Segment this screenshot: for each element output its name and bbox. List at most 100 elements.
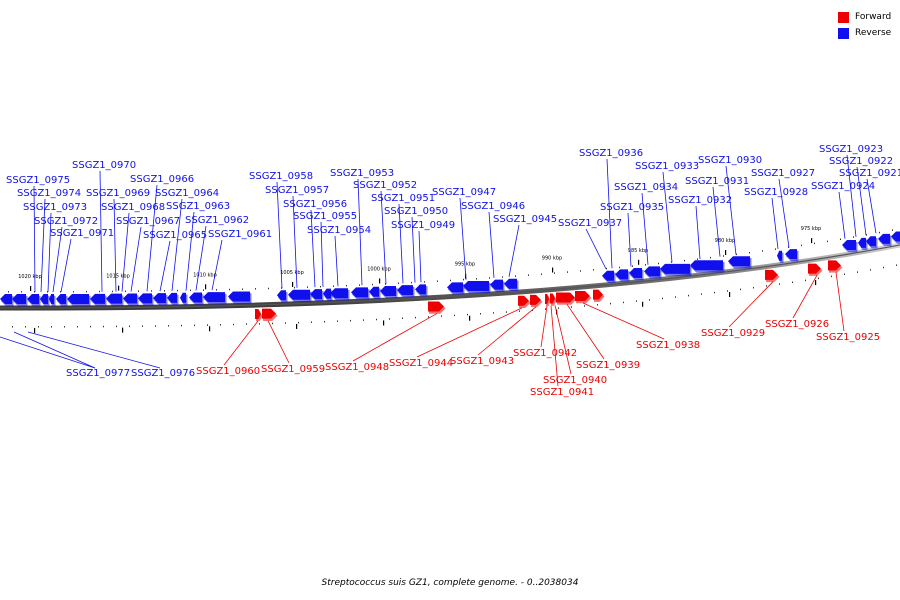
tick-label: 990 kbp bbox=[542, 256, 562, 262]
label-connector bbox=[267, 320, 290, 364]
minor-tick bbox=[363, 319, 364, 321]
reverse-gene bbox=[644, 266, 660, 277]
legend-forward: Forward bbox=[838, 9, 891, 25]
minor-tick bbox=[12, 326, 13, 328]
gene-label: SSGZ1_0969 bbox=[86, 188, 150, 199]
label-connector bbox=[13, 331, 96, 369]
minor-tick bbox=[47, 291, 48, 293]
minor-tick bbox=[151, 290, 152, 292]
label-connector bbox=[276, 181, 283, 289]
gene-label: SSGZ1_0965 bbox=[143, 230, 207, 241]
reverse-gene bbox=[123, 293, 137, 304]
minor-tick bbox=[805, 279, 806, 282]
minor-tick bbox=[259, 323, 260, 325]
reverse-gene bbox=[866, 236, 876, 247]
major-tick bbox=[292, 281, 294, 287]
major-tick bbox=[638, 259, 640, 265]
reverse-gene bbox=[277, 290, 286, 301]
minor-tick bbox=[320, 285, 321, 288]
minor-tick bbox=[814, 242, 815, 245]
minor-tick bbox=[8, 291, 9, 293]
minor-tick bbox=[753, 286, 754, 289]
label-connector bbox=[27, 331, 161, 369]
major-tick bbox=[552, 267, 554, 273]
minor-tick bbox=[571, 306, 572, 308]
forward-gene bbox=[765, 269, 778, 280]
label-connector bbox=[352, 313, 438, 362]
forward-gene bbox=[808, 263, 821, 274]
label-connector bbox=[662, 171, 673, 263]
gene-label: SSGZ1_0932 bbox=[668, 195, 732, 206]
gene-label: SSGZ1_0941 bbox=[530, 387, 594, 398]
gene-label: SSGZ1_0929 bbox=[701, 328, 765, 339]
minor-tick bbox=[294, 286, 295, 289]
reverse-gene bbox=[203, 292, 225, 303]
minor-tick bbox=[636, 300, 637, 302]
gene-label: SSGZ1_0962 bbox=[185, 215, 249, 226]
minor-tick bbox=[831, 275, 832, 278]
major-tick-lower bbox=[383, 320, 385, 326]
label-connector bbox=[606, 158, 613, 269]
reverse-gene bbox=[56, 294, 66, 305]
forward-gene bbox=[255, 308, 261, 319]
label-connector bbox=[40, 198, 46, 293]
reverse-gene bbox=[615, 269, 628, 280]
minor-tick bbox=[385, 283, 386, 285]
label-connector bbox=[477, 306, 537, 356]
reverse-gene bbox=[351, 287, 368, 298]
label-connector bbox=[488, 211, 495, 278]
minor-tick bbox=[740, 288, 741, 291]
minor-tick bbox=[710, 256, 711, 259]
label-connector bbox=[223, 320, 259, 366]
minor-tick bbox=[402, 317, 403, 320]
label-connector bbox=[416, 307, 523, 358]
minor-tick bbox=[428, 316, 429, 318]
minor-tick bbox=[467, 313, 468, 316]
gene-label: SSGZ1_0947 bbox=[432, 187, 496, 198]
minor-tick bbox=[593, 269, 594, 271]
label-connector bbox=[130, 226, 142, 292]
minor-tick bbox=[138, 290, 139, 292]
label-connector bbox=[320, 221, 324, 287]
genome-caption: Streptococcus suis GZ1, complete genome.… bbox=[321, 578, 579, 588]
minor-tick bbox=[896, 264, 897, 266]
reverse-gene bbox=[67, 293, 89, 304]
gene-label: SSGZ1_0921 bbox=[839, 168, 900, 179]
reverse-gene bbox=[138, 293, 152, 304]
gene-label: SSGZ1_0937 bbox=[558, 218, 622, 229]
label-connector bbox=[725, 165, 737, 255]
gene-label: SSGZ1_0961 bbox=[208, 229, 272, 240]
reverse-gene bbox=[49, 294, 54, 305]
gene-label: SSGZ1_0970 bbox=[72, 160, 136, 171]
minor-tick bbox=[450, 279, 451, 282]
minor-tick bbox=[580, 270, 581, 272]
label-connector bbox=[712, 186, 721, 257]
reverse-gene bbox=[602, 270, 614, 281]
reverse-gene bbox=[842, 240, 856, 251]
reverse-gene bbox=[153, 293, 166, 304]
gene-label: SSGZ1_0944 bbox=[389, 358, 453, 369]
minor-tick bbox=[190, 289, 191, 292]
minor-tick bbox=[246, 323, 247, 325]
minor-tick bbox=[584, 305, 585, 307]
minor-tick bbox=[116, 325, 117, 328]
label-connector bbox=[695, 205, 701, 260]
reverse-gene bbox=[27, 294, 39, 305]
minor-tick bbox=[762, 250, 763, 252]
minor-tick bbox=[701, 293, 702, 295]
minor-tick bbox=[610, 302, 611, 305]
minor-tick bbox=[883, 266, 884, 269]
reverse-gene bbox=[415, 284, 426, 295]
minor-tick bbox=[350, 319, 351, 322]
label-connector bbox=[792, 274, 818, 319]
minor-tick bbox=[645, 264, 646, 266]
minor-tick bbox=[736, 253, 737, 256]
minor-tick bbox=[285, 322, 286, 324]
minor-tick bbox=[671, 261, 672, 263]
label-connector bbox=[835, 272, 845, 332]
minor-tick bbox=[801, 244, 802, 247]
reverse-gene bbox=[397, 285, 413, 296]
legend: Forward Reverse bbox=[838, 9, 891, 41]
gene-label: SSGZ1_0955 bbox=[293, 211, 357, 222]
